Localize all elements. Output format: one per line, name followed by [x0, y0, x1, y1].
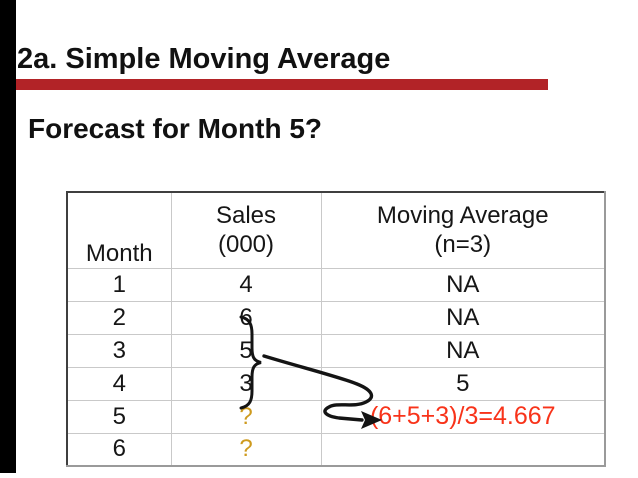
- moving-average-table: Month Sales (000) Moving Average (n=3) 1…: [66, 191, 606, 467]
- sales-cell: 4: [170, 267, 322, 302]
- left-black-bar: [0, 0, 16, 473]
- sales-cell: 5: [170, 333, 322, 368]
- table-row: 6 ?: [66, 432, 606, 467]
- title-underline-bar: [16, 79, 548, 90]
- table-row: 1 4 NA: [66, 267, 606, 302]
- col-header-ma-line1: Moving Average: [376, 202, 549, 230]
- table-row: 2 6 NA: [66, 300, 606, 335]
- moving-average-cell: NA: [320, 333, 606, 368]
- col-header-sales-line1: Sales: [215, 202, 277, 230]
- month-cell: 1: [66, 267, 172, 302]
- slide-title: 2a. Simple Moving Average: [17, 43, 391, 75]
- table-header-row: Month Sales (000) Moving Average (n=3): [66, 191, 606, 269]
- table-row: 4 3 5: [66, 366, 606, 401]
- table-row: 5 ? (6+5+3)/3=4.667: [66, 399, 606, 434]
- month-cell: 5: [66, 399, 172, 434]
- moving-average-formula-cell: (6+5+3)/3=4.667: [320, 399, 606, 434]
- sales-cell-unknown: ?: [170, 399, 322, 434]
- moving-average-cell: [320, 432, 606, 467]
- slide-subtitle: Forecast for Month 5?: [28, 113, 323, 144]
- moving-average-cell: NA: [320, 267, 606, 302]
- col-header-sales-line2: (000): [217, 231, 275, 259]
- moving-average-cell: NA: [320, 300, 606, 335]
- sales-cell-unknown: ?: [170, 432, 322, 467]
- moving-average-cell: 5: [320, 366, 606, 401]
- month-cell: 4: [66, 366, 172, 401]
- month-cell: 6: [66, 432, 172, 467]
- sales-cell: 3: [170, 366, 322, 401]
- col-header-month-label: Month: [85, 239, 153, 267]
- month-cell: 3: [66, 333, 172, 368]
- col-header-month: Month: [66, 191, 172, 269]
- col-header-ma-line2: (n=3): [434, 231, 492, 259]
- col-header-moving-average: Moving Average (n=3): [320, 191, 606, 269]
- col-header-sales: Sales (000): [170, 191, 322, 269]
- moving-average-table-container: Month Sales (000) Moving Average (n=3) 1…: [66, 191, 606, 467]
- sales-cell: 6: [170, 300, 322, 335]
- month-cell: 2: [66, 300, 172, 335]
- table-row: 3 5 NA: [66, 333, 606, 368]
